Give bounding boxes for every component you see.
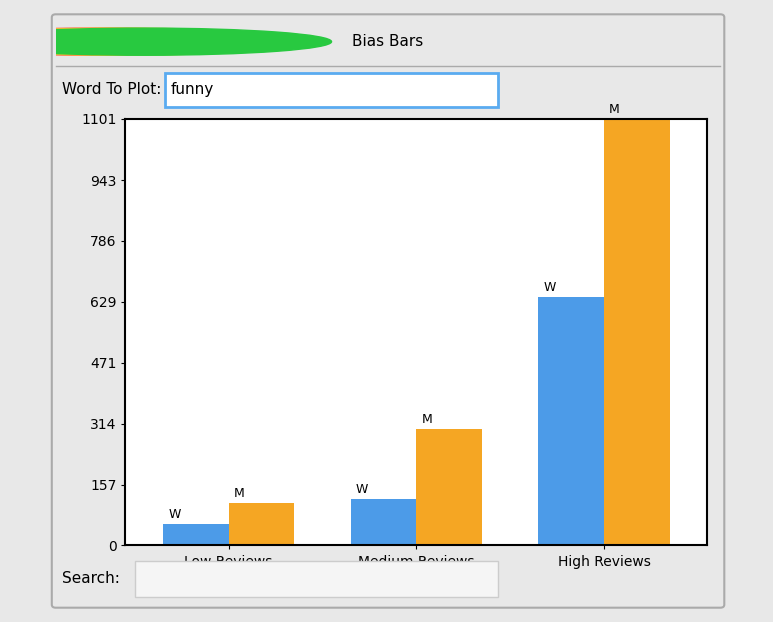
Text: W: W bbox=[543, 281, 556, 294]
Text: M: M bbox=[421, 413, 432, 426]
Circle shape bbox=[0, 28, 305, 55]
Bar bbox=[229, 503, 295, 545]
Bar bbox=[417, 429, 482, 545]
Text: W: W bbox=[356, 483, 368, 496]
Bar bbox=[351, 499, 417, 545]
Bar bbox=[538, 297, 604, 545]
Bar bbox=[604, 119, 669, 545]
Bar bbox=[163, 524, 229, 545]
Text: Bias Bars: Bias Bars bbox=[352, 34, 424, 49]
Text: Word To Plot:: Word To Plot: bbox=[63, 81, 162, 97]
FancyBboxPatch shape bbox=[135, 560, 498, 596]
Circle shape bbox=[0, 28, 278, 55]
Text: funny: funny bbox=[171, 81, 214, 97]
Text: M: M bbox=[609, 103, 620, 116]
Text: Search:: Search: bbox=[63, 570, 120, 586]
Text: M: M bbox=[234, 487, 245, 499]
Text: W: W bbox=[169, 508, 181, 521]
Circle shape bbox=[0, 28, 332, 55]
FancyBboxPatch shape bbox=[165, 73, 498, 107]
